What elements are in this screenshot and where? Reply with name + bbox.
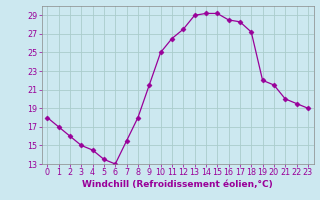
X-axis label: Windchill (Refroidissement éolien,°C): Windchill (Refroidissement éolien,°C) — [82, 180, 273, 189]
